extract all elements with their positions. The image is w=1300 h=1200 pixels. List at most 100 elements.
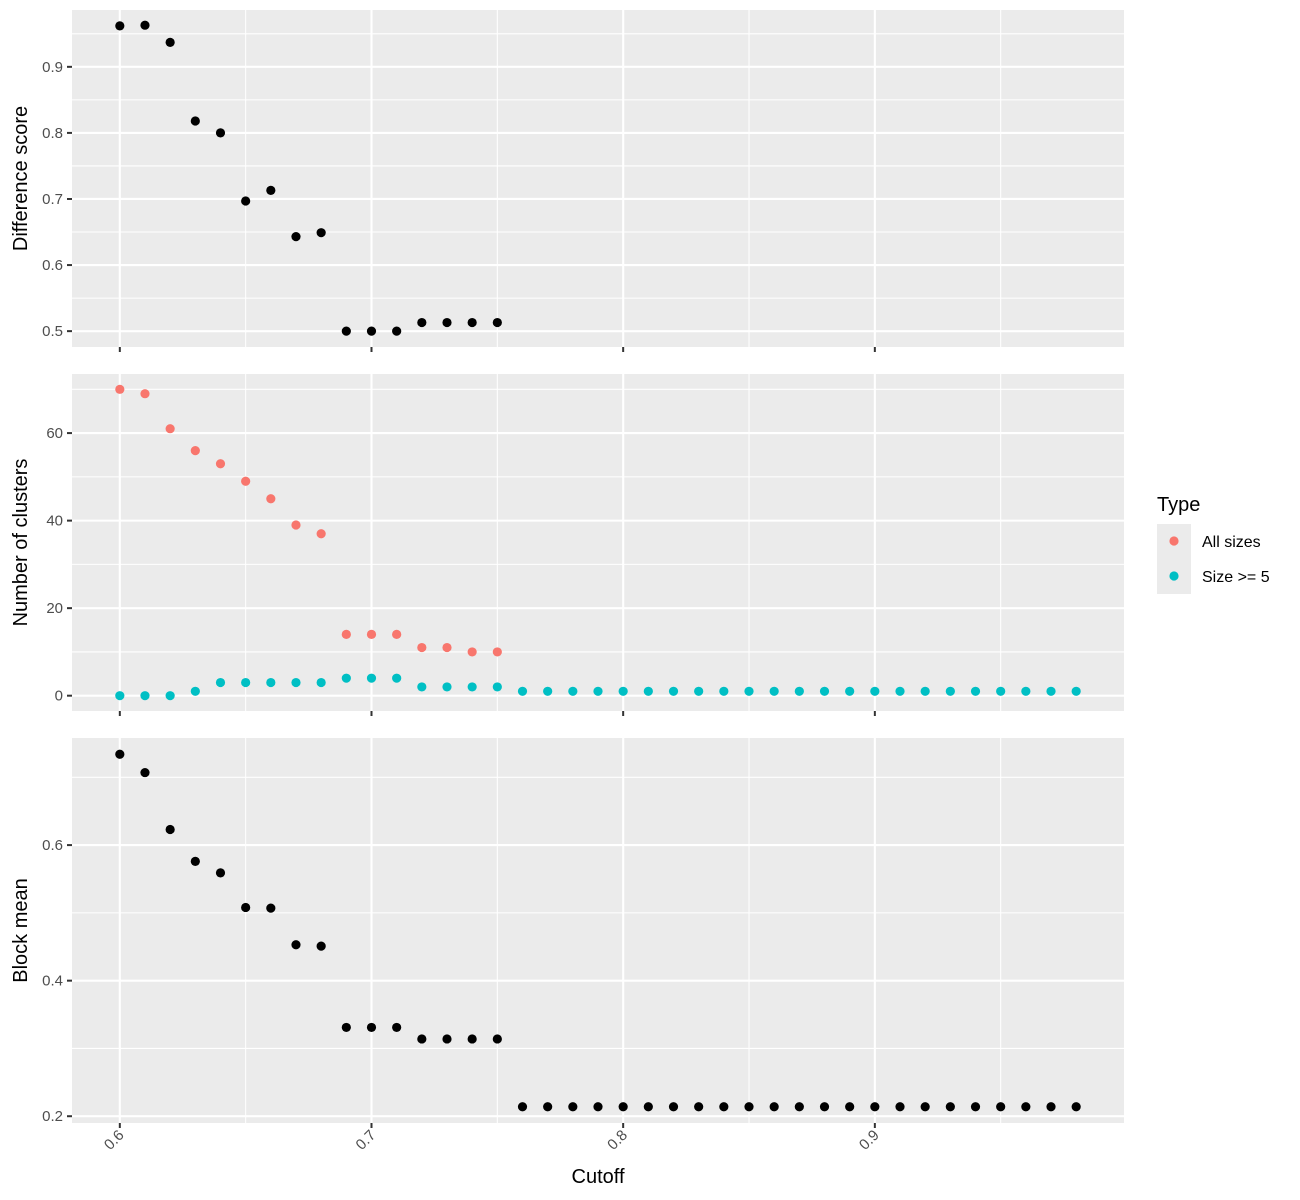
data-point bbox=[543, 686, 553, 696]
data-point bbox=[266, 903, 276, 913]
x-tick-label: 0.8 bbox=[604, 1127, 631, 1154]
data-point bbox=[970, 1102, 981, 1112]
data-point bbox=[769, 1102, 779, 1112]
data-point bbox=[140, 20, 150, 30]
data-point bbox=[668, 686, 679, 696]
data-point bbox=[517, 686, 528, 696]
data-point bbox=[996, 686, 1006, 696]
data-point bbox=[467, 682, 477, 692]
legend: Type All sizes Size >= 5 bbox=[1157, 494, 1270, 594]
data-point bbox=[1021, 686, 1031, 696]
data-point bbox=[140, 767, 150, 778]
data-point bbox=[794, 1102, 804, 1112]
y-tick-label: 0.4 bbox=[42, 973, 63, 990]
data-point bbox=[618, 686, 628, 696]
x-tick-label: 0.9 bbox=[856, 1127, 883, 1154]
data-point bbox=[366, 326, 377, 336]
series-all-sizes bbox=[115, 384, 502, 657]
data-point bbox=[392, 326, 402, 336]
data-point bbox=[291, 232, 301, 242]
series-size-5 bbox=[115, 673, 1081, 701]
data-point bbox=[1046, 686, 1056, 696]
data-point bbox=[467, 317, 477, 328]
y-axis-title: Block mean bbox=[10, 878, 32, 983]
data-point bbox=[316, 677, 326, 688]
data-point bbox=[115, 749, 125, 759]
legend-label-all-sizes: All sizes bbox=[1202, 534, 1261, 551]
data-point bbox=[895, 1102, 905, 1112]
data-point bbox=[492, 682, 502, 692]
data-point bbox=[1046, 1102, 1056, 1112]
panel-difference-score: 0.5 0.6 0.7 0.8 0.9 Difference score bbox=[10, 10, 1124, 352]
data-point bbox=[870, 1102, 880, 1112]
data-point bbox=[920, 1102, 930, 1112]
data-point bbox=[341, 326, 351, 336]
data-point bbox=[668, 1102, 679, 1112]
data-point bbox=[140, 691, 150, 701]
data-point bbox=[366, 1022, 377, 1033]
data-point bbox=[694, 1102, 704, 1112]
data-point bbox=[316, 228, 326, 238]
data-point bbox=[241, 677, 251, 688]
data-point bbox=[341, 673, 351, 683]
data-point bbox=[165, 37, 175, 47]
data-point bbox=[442, 1034, 452, 1044]
y-tick-label: 0.9 bbox=[42, 59, 63, 76]
y-tick-label: 0.8 bbox=[42, 125, 63, 142]
data-point bbox=[291, 940, 301, 950]
data-point bbox=[215, 128, 226, 138]
data-point bbox=[467, 647, 477, 657]
data-point bbox=[241, 196, 251, 206]
y-tick-label: 20 bbox=[46, 600, 63, 617]
data-point bbox=[543, 1102, 553, 1112]
data-point bbox=[492, 1034, 502, 1044]
data-point bbox=[215, 868, 226, 878]
data-point bbox=[442, 682, 452, 692]
x-tick-label: 0.6 bbox=[101, 1127, 128, 1154]
data-point bbox=[291, 677, 301, 688]
y-tick-label: 0.6 bbox=[42, 837, 63, 854]
data-point bbox=[593, 1102, 603, 1112]
data-point bbox=[694, 686, 704, 696]
legend-title: Type bbox=[1157, 494, 1200, 516]
data-point bbox=[392, 629, 402, 640]
data-point bbox=[442, 317, 452, 328]
y-axis-title: Difference score bbox=[10, 106, 32, 251]
data-point bbox=[643, 1102, 653, 1112]
data-point bbox=[568, 1102, 578, 1112]
y-tick-label: 0 bbox=[55, 688, 63, 705]
data-point bbox=[593, 686, 603, 696]
data-point bbox=[417, 642, 427, 653]
data-point bbox=[341, 629, 351, 640]
data-point bbox=[215, 677, 226, 688]
data-point bbox=[920, 686, 930, 696]
data-point bbox=[719, 686, 729, 696]
data-point bbox=[1071, 1102, 1081, 1112]
data-point bbox=[316, 529, 326, 539]
data-point bbox=[165, 424, 175, 434]
data-point bbox=[266, 677, 276, 688]
series-points bbox=[115, 20, 502, 336]
data-point bbox=[190, 856, 200, 866]
series-points bbox=[115, 749, 1081, 1112]
data-point bbox=[618, 1102, 628, 1112]
y-axis-title: Number of clusters bbox=[10, 459, 32, 627]
data-point bbox=[845, 686, 855, 696]
data-point bbox=[467, 1034, 477, 1044]
data-point bbox=[115, 691, 125, 701]
plot-panels: 0.5 0.6 0.7 0.8 0.9 Difference score 0 20 40 60 Nu… bbox=[10, 10, 1124, 1154]
data-point bbox=[417, 317, 427, 328]
data-point bbox=[366, 629, 377, 640]
data-point bbox=[945, 1102, 955, 1112]
y-tick-label: 0.7 bbox=[42, 191, 63, 208]
data-point bbox=[794, 686, 804, 696]
data-point bbox=[366, 673, 377, 683]
panel-background bbox=[72, 738, 1124, 1123]
data-point bbox=[316, 941, 326, 951]
data-point bbox=[996, 1102, 1006, 1112]
data-point bbox=[870, 686, 880, 696]
y-tick-label: 60 bbox=[46, 425, 63, 442]
data-point bbox=[291, 520, 301, 530]
data-point bbox=[140, 389, 150, 399]
